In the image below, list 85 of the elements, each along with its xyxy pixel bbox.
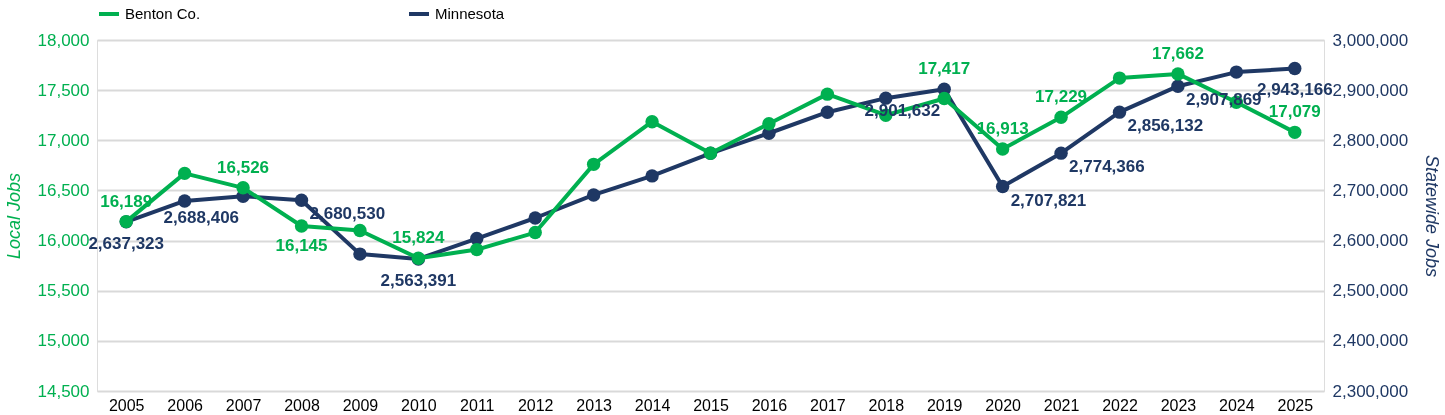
point [528,211,542,225]
y-tick-label: 16,000 [37,231,90,251]
x-tick-label: 2008 [284,396,320,414]
y-tick-label: 17,000 [37,130,90,150]
y-axis-title: Local Jobs [3,172,24,260]
point [586,188,601,202]
x-tick-label: 2021 [1043,396,1080,414]
x-tick-label: 2022 [1102,396,1138,414]
x-tick-label: 2023 [1160,396,1197,414]
x-tick-label: 2012 [517,396,554,414]
data-label: 2,707,821 [1010,190,1087,210]
x-tick-label: 2016 [751,396,788,414]
y-tick-label: 17,500 [37,80,90,100]
y-tick-label: 16,500 [37,180,90,200]
point [1288,61,1302,76]
point [1112,105,1127,119]
point [294,193,309,207]
point [294,219,309,233]
point [528,225,542,240]
data-label: 2,637,323 [88,233,165,253]
x-tick-label: 2010 [401,396,437,414]
point [995,142,1010,156]
x-tick-label: 2007 [225,396,262,414]
point [353,247,367,261]
data-label: 2,688,406 [163,208,240,228]
x-tick-label: 2015 [693,396,729,414]
point [236,181,250,195]
y-tick-label: 15,500 [37,281,90,301]
y2-tick-label: 2,600,000 [1332,231,1409,251]
x-tick-label: 2017 [810,396,846,414]
point [1229,65,1244,79]
y-tick-label: 15,000 [37,331,90,351]
data-label: 17,229 [1035,87,1088,107]
point [1054,146,1068,160]
point [353,223,367,238]
y2-tick-label: 2,300,000 [1332,381,1409,401]
point [177,194,192,208]
data-label: 15,824 [392,228,445,248]
legend-label: Benton Co. [125,5,201,22]
data-label: 16,145 [275,236,328,256]
y2-tick-label: 2,900,000 [1332,80,1409,100]
point [1112,71,1127,85]
y2-axis-title: Statewide Jobs [1422,154,1443,278]
point [586,157,601,172]
x-tick-label: 2006 [167,396,204,414]
x-tick-label: 2019 [926,396,963,414]
x-tick-label: 2025 [1277,396,1314,414]
point [937,91,951,106]
data-label: 17,417 [918,59,971,79]
y2-tick-label: 3,000,000 [1332,30,1409,50]
data-label: 2,774,366 [1069,157,1145,177]
x-tick-label: 2024 [1219,396,1255,414]
y2-tick-label: 2,400,000 [1332,331,1409,351]
point [470,242,484,257]
point [762,117,776,131]
point [820,87,835,101]
x-tick-label: 2018 [868,396,905,414]
point [645,169,659,183]
point [177,166,192,181]
x-tick-label: 2011 [460,396,495,414]
x-tick-label: 2005 [108,396,145,414]
data-label: 2,563,391 [380,270,457,290]
x-tick-label: 2014 [634,396,671,414]
x-tick-label: 2020 [985,396,1022,414]
point [1288,125,1302,140]
y2-tick-label: 2,700,000 [1332,180,1409,200]
x-tick-label: 2009 [342,396,379,414]
y2-tick-label: 2,500,000 [1332,281,1409,301]
point [820,105,835,119]
point [470,231,484,246]
y-tick-label: 14,500 [37,381,90,401]
point [1171,67,1185,81]
y-tick-label: 18,000 [37,30,90,50]
point [645,115,659,129]
y2-tick-label: 2,800,000 [1332,130,1409,150]
data-label: 17,662 [1151,43,1204,63]
legend-label: Minnesota [435,5,505,22]
point [879,91,893,105]
data-label: 2,856,132 [1127,116,1204,136]
point [995,179,1010,194]
point [1054,110,1068,125]
point [1171,79,1185,93]
data-label: 16,526 [217,157,270,177]
data-label: 17,079 [1268,102,1321,122]
x-tick-label: 2013 [576,396,613,414]
